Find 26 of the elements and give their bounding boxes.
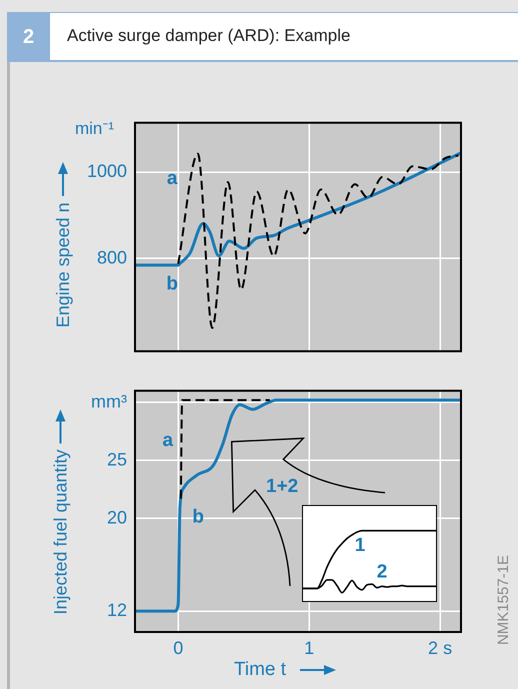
x-tick-label: 2 s [428, 638, 452, 658]
y-tick-label: 800 [96, 247, 127, 268]
series-label: b [192, 506, 204, 528]
text: NMK1557-1E [495, 554, 513, 648]
y-tick-label: 20 [106, 507, 127, 528]
text: min⁻¹ [74, 118, 114, 139]
y-tick-label: mm³ [91, 391, 128, 412]
line-series [135, 398, 461, 613]
y-axis-title: Injected fuel quantity [50, 449, 70, 615]
series-label: b [166, 273, 178, 294]
y-tick-label: 1000 [86, 161, 127, 182]
series-label: a [162, 430, 174, 451]
x-axis-title: Time t [234, 659, 286, 681]
x-tick-label: 0 [173, 638, 184, 658]
chart-title: Active surge damper (ARD): Example [67, 26, 350, 46]
series-label: 1 [354, 534, 366, 556]
line-series [135, 151, 461, 267]
y-tick-label: 12 [106, 600, 127, 620]
text: 2 [22, 26, 34, 48]
series-label: a [166, 168, 178, 190]
line-series [177, 152, 460, 329]
x-tick-label: 1 [304, 638, 314, 658]
annotation: 1+2 [266, 476, 298, 498]
series-label: 2 [376, 562, 388, 583]
y-axis-title: Engine speed n [52, 202, 74, 328]
y-tick-label: 25 [106, 449, 127, 470]
